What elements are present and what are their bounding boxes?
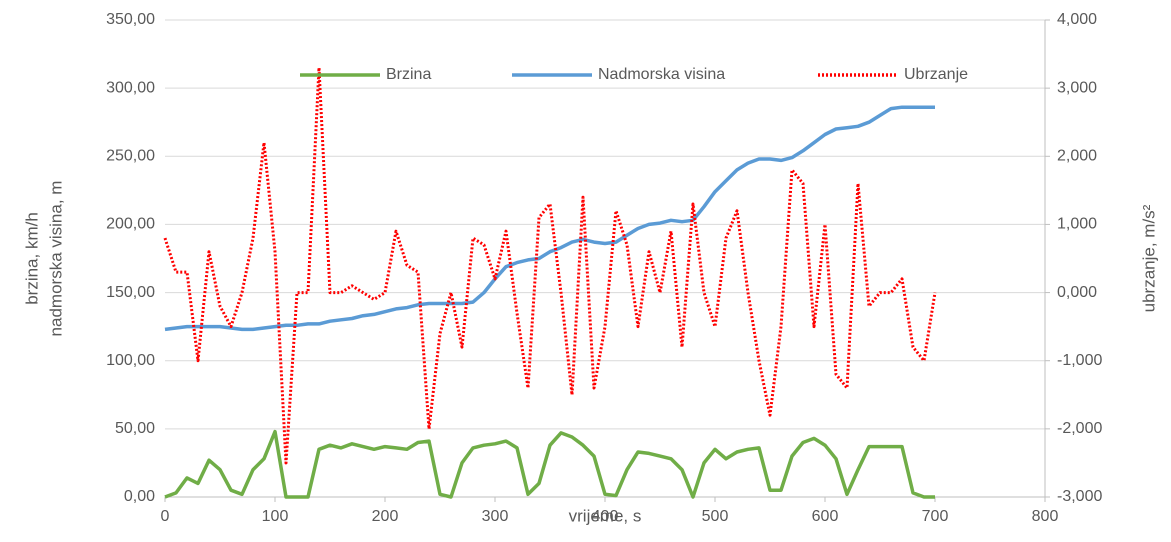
y-tick-label: 50,00 — [115, 420, 155, 437]
x-tick-label: 200 — [372, 508, 399, 525]
x-tick-label: 500 — [702, 508, 729, 525]
y2-tick-label: -3,000 — [1057, 488, 1102, 505]
legend-label: Brzina — [386, 66, 431, 83]
x-tick-label: 0 — [161, 508, 170, 525]
y2-axis-label: ubrzanje, m/s² — [1139, 204, 1158, 312]
x-tick-label: 100 — [262, 508, 289, 525]
y2-tick-label: -2,000 — [1057, 420, 1102, 437]
x-tick-label: 700 — [922, 508, 949, 525]
legend-label: Nadmorska visina — [598, 66, 725, 83]
y-tick-label: 350,00 — [106, 11, 155, 28]
series-line — [164, 105, 935, 332]
x-tick-label: 800 — [1032, 508, 1059, 525]
x-axis-label: vrijeme, s — [569, 506, 642, 525]
y2-tick-label: 0,000 — [1057, 284, 1097, 301]
y-tick-label: 250,00 — [106, 148, 155, 165]
legend-label: Ubrzanje — [904, 66, 968, 83]
y2-tick-label: 4,000 — [1057, 11, 1097, 28]
y-tick-label: 150,00 — [106, 284, 155, 301]
y-tick-label: 200,00 — [106, 216, 155, 233]
y-tick-label: 0,00 — [124, 488, 155, 505]
y-tick-label: 300,00 — [106, 79, 155, 96]
series-line — [164, 429, 935, 499]
x-tick-label: 400 — [592, 508, 619, 525]
y2-tick-label: -1,000 — [1057, 352, 1102, 369]
series-line — [163, 66, 937, 465]
y2-tick-label: 2,000 — [1057, 148, 1097, 165]
y2-tick-label: 3,000 — [1057, 79, 1097, 96]
x-tick-label: 300 — [482, 508, 509, 525]
x-tick-label: 600 — [812, 508, 839, 525]
y-axis-label: nadmorska visina, m — [46, 181, 65, 337]
y2-tick-label: 1,000 — [1057, 216, 1097, 233]
y-tick-label: 100,00 — [106, 352, 155, 369]
y-axis-label: brzina, km/h — [22, 212, 41, 305]
